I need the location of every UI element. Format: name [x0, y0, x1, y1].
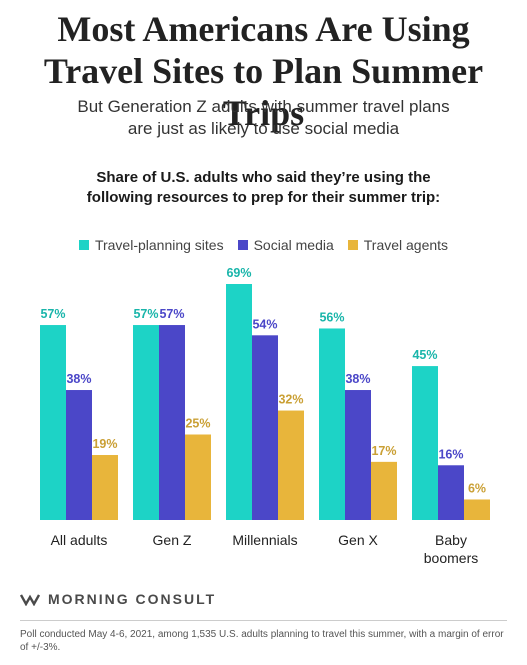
- data-label: 57%: [133, 307, 158, 321]
- data-label: 57%: [40, 307, 65, 321]
- bar-social-media: [159, 325, 185, 520]
- data-label: 17%: [371, 444, 396, 458]
- bar-social-media: [252, 335, 278, 520]
- legend-item-travel-agents: Travel agents: [347, 237, 449, 253]
- data-label: 32%: [278, 393, 303, 407]
- bar-social-media: [345, 390, 371, 520]
- chart-subtitle: But Generation Z adults with summer trav…: [0, 96, 527, 140]
- brand-name: MORNING CONSULT: [48, 591, 217, 607]
- data-label: 25%: [185, 416, 210, 430]
- legend: Travel-planning sites Social media Trave…: [0, 237, 527, 253]
- legend-label-travel-sites: Travel-planning sites: [94, 237, 224, 253]
- bar-travel-agents: [92, 455, 118, 520]
- title-line-1: Most Americans Are Using: [57, 9, 470, 49]
- bar-travel-agents: [464, 499, 490, 520]
- legend-swatch-travel-sites: [78, 240, 89, 250]
- bar-social-media: [438, 465, 464, 520]
- data-label: 69%: [226, 266, 251, 280]
- title-line-2: Travel Sites to Plan Summer Trips: [43, 51, 484, 133]
- legend-label-travel-agents: Travel agents: [363, 237, 449, 253]
- bar-travel-planning-sites: [412, 366, 438, 520]
- category-label: boomers: [424, 550, 478, 566]
- data-label: 45%: [412, 348, 437, 362]
- chart-title: Most Americans Are Using Travel Sites to…: [0, 8, 527, 134]
- data-label: 38%: [345, 372, 370, 386]
- brand: MORNING CONSULT: [20, 591, 216, 607]
- bar-travel-planning-sites: [133, 325, 159, 520]
- footer-divider: [20, 620, 507, 621]
- legend-swatch-social-media: [237, 240, 248, 250]
- legend-swatch-travel-agents: [347, 240, 358, 250]
- data-label: 57%: [159, 307, 184, 321]
- bar-travel-planning-sites: [40, 325, 66, 520]
- question-line-2: following resources to prep for their su…: [86, 189, 441, 206]
- data-label: 19%: [92, 437, 117, 451]
- bar-travel-agents: [278, 410, 304, 520]
- legend-item-social-media: Social media: [237, 237, 334, 253]
- data-label: 38%: [66, 372, 91, 386]
- bar-travel-planning-sites: [319, 328, 345, 520]
- subtitle-line-2: are just as likely to use social media: [127, 119, 400, 138]
- bar-travel-agents: [371, 461, 397, 520]
- category-label: Millennials: [232, 532, 297, 548]
- data-label: 6%: [468, 481, 486, 495]
- data-label: 56%: [319, 310, 344, 324]
- category-label: Baby: [435, 532, 467, 548]
- category-label: Gen X: [338, 532, 378, 548]
- bar-social-media: [66, 390, 92, 520]
- chart-question: Share of U.S. adults who said they’re us…: [0, 168, 527, 208]
- morning-consult-logo-icon: [20, 594, 40, 606]
- data-label: 16%: [438, 447, 463, 461]
- category-label: Gen Z: [153, 532, 192, 548]
- data-label: 54%: [252, 317, 277, 331]
- subtitle-line-1: But Generation Z adults with summer trav…: [77, 97, 450, 116]
- bar-travel-agents: [185, 434, 211, 520]
- legend-label-social-media: Social media: [253, 237, 334, 253]
- bar-travel-planning-sites: [226, 284, 252, 520]
- footnote: Poll conducted May 4-6, 2021, among 1,53…: [20, 629, 504, 653]
- question-line-1: Share of U.S. adults who said they’re us…: [96, 169, 431, 186]
- legend-item-travel-sites: Travel-planning sites: [78, 237, 224, 253]
- category-label: All adults: [51, 532, 108, 548]
